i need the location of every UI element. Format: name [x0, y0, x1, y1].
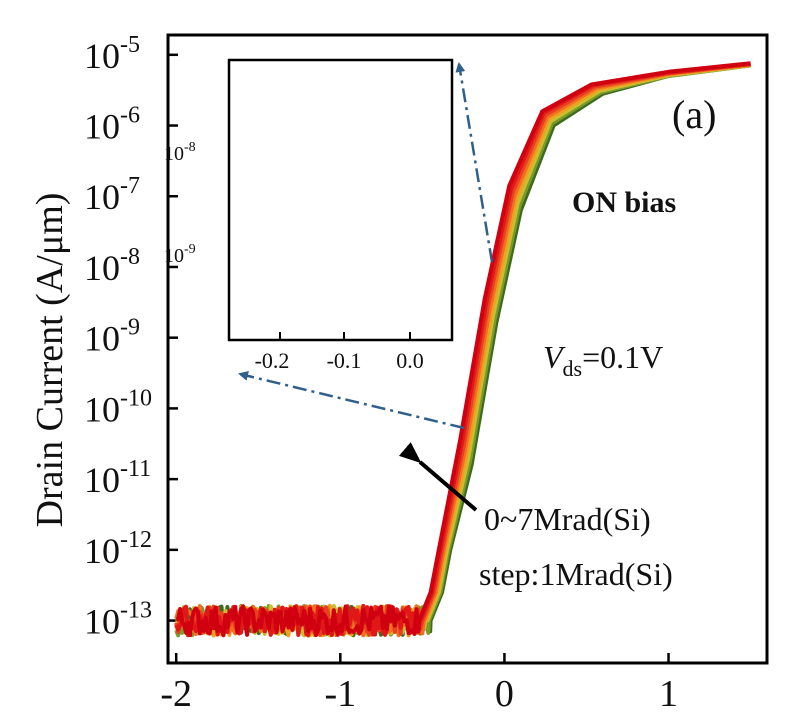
- inset-y-tick-base: 10: [164, 245, 184, 267]
- x-tick-label: 1: [659, 673, 678, 712]
- x-tick-label: 0: [495, 673, 514, 712]
- plot-frame: [166, 33, 769, 665]
- y-tick-exponent: -13: [120, 598, 152, 624]
- y-tick-base: 10: [84, 248, 120, 288]
- bias-label: ON bias: [572, 186, 676, 219]
- y-axis-label: Drain Current (A/μm): [29, 193, 71, 528]
- x-tick-label: -1: [324, 673, 356, 712]
- y-tick-label: 10-5: [84, 32, 140, 76]
- inset-y-tick-label: 10-9: [164, 242, 196, 267]
- y-tick-exponent: -10: [120, 385, 152, 411]
- y-tick-base: 10: [84, 177, 120, 217]
- panel-label: (a): [672, 92, 716, 137]
- vds-symbol: V: [543, 339, 566, 375]
- inset-y-tick-base: 10: [164, 143, 184, 165]
- inset: 10-8 10-9 -0.2 -0.1 0.0: [164, 58, 454, 373]
- dose-range-label: 0~7Mrad(Si): [484, 501, 651, 537]
- vds-value: =0.1V: [582, 339, 663, 375]
- y-tick-label: 10-9: [84, 315, 140, 359]
- y-tick-label: 10-6: [84, 103, 140, 147]
- inset-frame: [227, 58, 454, 342]
- inset-y-tick-exponent: -9: [184, 242, 196, 257]
- inset-y-tick-label: 10-8: [164, 140, 196, 165]
- y-tick-label: 10-11: [84, 456, 151, 500]
- inset-x-tick-label: -0.1: [327, 348, 362, 373]
- iv-curves: [174, 61, 751, 638]
- y-tick-exponent: -12: [120, 527, 152, 553]
- y-tick-exponent: -5: [120, 32, 140, 58]
- zoom-arrow-lower: [238, 371, 465, 430]
- y-tick-base: 10: [84, 107, 120, 147]
- y-tick-base: 10: [84, 602, 120, 642]
- y-tick-exponent: -9: [120, 315, 140, 341]
- y-tick-label: 10-12: [84, 527, 152, 571]
- y-tick-base: 10: [84, 460, 120, 500]
- y-tick-exponent: -8: [120, 244, 140, 270]
- dose-step-label: step:1Mrad(Si): [479, 556, 673, 592]
- y-tick-base: 10: [84, 389, 120, 429]
- y-tick-label: 10-10: [84, 385, 152, 429]
- inset-y-tick-exponent: -8: [184, 140, 196, 155]
- inset-x-tick-label: -0.2: [255, 348, 290, 373]
- y-tick-base: 10: [84, 36, 120, 76]
- zoom-arrow-upper: [455, 62, 494, 263]
- inset-x-tick-label: 0.0: [396, 348, 424, 373]
- vds-label: Vds=0.1V: [543, 339, 663, 381]
- dose-arrow: [398, 442, 478, 512]
- y-tick-base: 10: [84, 531, 120, 571]
- y-tick-exponent: -7: [120, 173, 140, 199]
- x-tick-label: -2: [160, 673, 192, 712]
- y-tick-label: 10-8: [84, 244, 140, 288]
- y-tick-exponent: -11: [120, 456, 151, 482]
- y-tick-base: 10: [84, 319, 120, 359]
- y-tick-exponent: -6: [120, 103, 140, 129]
- x-axis-ticks: -2 -1 0 1: [160, 653, 678, 712]
- y-tick-label: 10-13: [84, 598, 152, 642]
- y-tick-label: 10-7: [84, 173, 140, 217]
- vds-subscript: ds: [563, 356, 583, 381]
- series-line-7mrad: [175, 61, 751, 638]
